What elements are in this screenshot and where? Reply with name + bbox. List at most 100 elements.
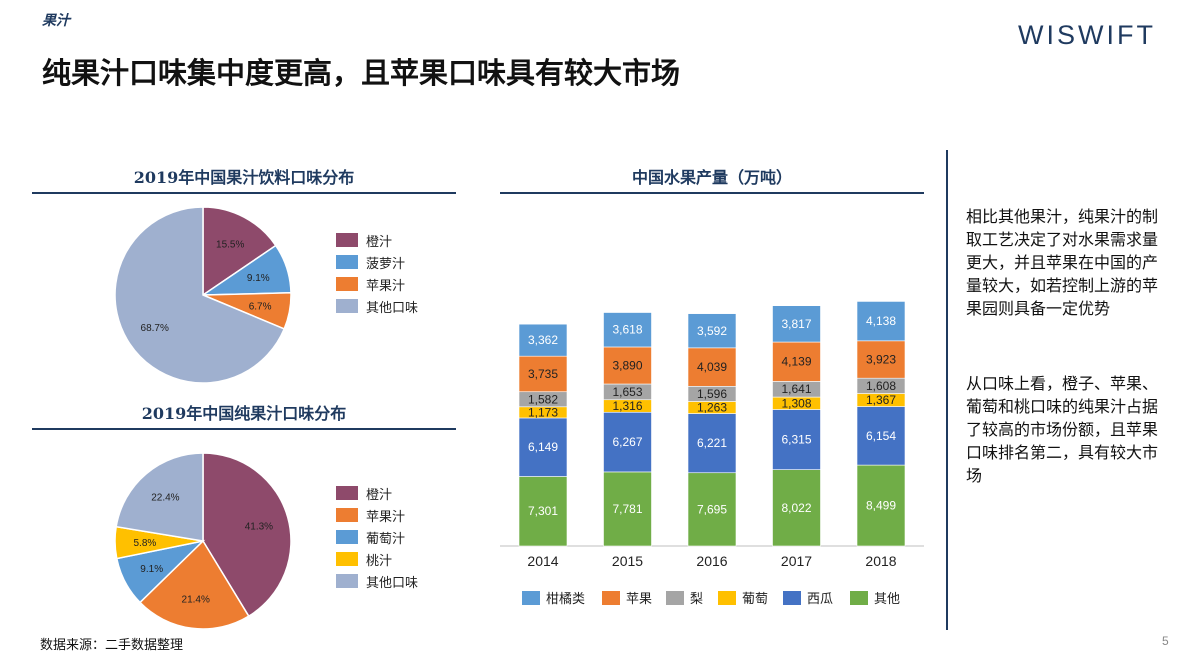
- pie2-title: 2019年中国纯果汁口味分布: [141, 404, 347, 423]
- legend-swatch: [336, 233, 358, 247]
- pie-slice-label: 9.1%: [140, 564, 163, 575]
- pie-slice-label: 9.1%: [247, 273, 270, 284]
- legend-label: 梨: [690, 591, 703, 606]
- legend-swatch: [666, 591, 684, 605]
- bar-value-label: 6,149: [528, 440, 558, 454]
- section-tag: 果汁: [42, 13, 70, 29]
- x-tick-label: 2014: [527, 553, 558, 569]
- legend-label: 柑橘类: [546, 591, 585, 606]
- legend-swatch: [783, 591, 801, 605]
- source-note: 数据来源：二手数据整理: [40, 638, 184, 653]
- bar-segment: [856, 406, 906, 466]
- pie-slice: [114, 206, 286, 384]
- legend-item: 其他口味: [336, 570, 418, 592]
- bar-segment: [518, 323, 568, 357]
- legend-label: 橙汁: [366, 487, 393, 503]
- legend-swatch: [336, 277, 358, 291]
- bar-value-label: 3,817: [781, 317, 811, 331]
- pie1-title: 2019年中国果汁饮料口味分布: [133, 168, 355, 187]
- pie2-title-rule: [32, 428, 456, 430]
- legend-swatch: [336, 486, 358, 500]
- legend-swatch: [336, 552, 358, 566]
- legend-item: 橙汁: [336, 482, 418, 504]
- pie1-legend: 橙汁 菠萝汁 苹果汁 其他口味: [336, 229, 418, 317]
- bar-segment: [856, 301, 906, 342]
- legend-label: 苹果: [626, 591, 652, 606]
- bar-value-label: 7,695: [697, 502, 727, 516]
- legend-label: 葡萄: [742, 591, 768, 606]
- bar-value-label: 4,039: [697, 360, 727, 374]
- bar-segment: [603, 411, 652, 473]
- bar-segment: [603, 471, 652, 547]
- pie-slice-label: 68.7%: [141, 323, 169, 334]
- side-paragraph-1: 相比其他果汁，纯果汁的制取工艺决定了对水果需求量更大，并且苹果在中国的产量较大，…: [966, 207, 1159, 318]
- legend-swatch: [718, 591, 736, 605]
- legend-item: 葡萄汁: [336, 526, 418, 548]
- bar-value-label: 1,173: [528, 405, 558, 419]
- bar-value-label: 3,923: [866, 353, 896, 367]
- bar-value-label: 7,301: [528, 504, 558, 518]
- legend-label: 苹果汁: [366, 278, 406, 294]
- bar-segment: [518, 417, 568, 477]
- legend-label: 西瓜: [807, 591, 833, 606]
- legend-label: 其他口味: [366, 575, 419, 591]
- bar-value-label: 1,608: [866, 379, 896, 393]
- side-paragraph-2: 从口味上看，橙子、苹果、葡萄和桃口味的纯果汁占据了较高的市场份额，且苹果口味排名…: [966, 374, 1159, 485]
- legend-item: 苹果汁: [336, 273, 418, 295]
- bar-segment: [772, 305, 821, 343]
- x-tick-label: 2015: [612, 553, 643, 569]
- pie-slice-label: 21.4%: [182, 595, 210, 606]
- bar-segment: [603, 346, 652, 385]
- legend-swatch: [336, 299, 358, 313]
- bar-title: 中国水果产量（万吨）: [631, 168, 792, 187]
- bar-value-label: 4,138: [866, 314, 896, 328]
- bar-value-label: 6,154: [866, 429, 896, 443]
- bar-value-label: 3,592: [697, 324, 727, 338]
- pie-slice-label: 5.8%: [134, 538, 157, 549]
- legend-swatch: [602, 591, 620, 605]
- pie-slice: [202, 206, 277, 297]
- pie-slice: [202, 452, 292, 618]
- legend-label: 桃汁: [366, 553, 393, 569]
- legend-label: 苹果汁: [366, 509, 406, 525]
- legend-swatch: [850, 591, 868, 605]
- bar-value-label: 6,221: [697, 436, 727, 450]
- bar-value-label: 3,362: [528, 333, 558, 347]
- bar-value-label: 1,641: [781, 382, 811, 396]
- bar-value-label: 6,315: [781, 433, 811, 447]
- legend-item: 其他口味: [336, 295, 418, 317]
- brand-logo: WISWIFT: [1018, 20, 1156, 50]
- bar-value-label: 7,781: [612, 502, 642, 516]
- x-tick-label: 2016: [696, 553, 727, 569]
- pie1-title-rule: [32, 192, 456, 194]
- bar-value-label: 4,139: [781, 355, 811, 369]
- bar-segment: [772, 469, 821, 547]
- legend-item: 橙汁: [336, 229, 418, 251]
- legend-label: 葡萄汁: [366, 531, 406, 547]
- vertical-divider: [946, 150, 948, 630]
- bar-segment: [518, 476, 568, 547]
- bar-value-label: 3,890: [612, 359, 642, 373]
- bar-value-label: 1,263: [697, 401, 727, 415]
- bar-value-label: 3,618: [612, 323, 642, 337]
- legend-swatch: [336, 255, 358, 269]
- pie-slice: [115, 452, 204, 542]
- bar-value-label: 8,022: [781, 501, 811, 515]
- pie2-chart: 41.3% 21.4% 9.1% 5.8% 22.4%: [114, 452, 292, 630]
- x-tick-label: 2017: [781, 553, 812, 569]
- pie-slice-label: 15.5%: [216, 240, 244, 251]
- pie-slice: [138, 539, 250, 630]
- bar-title-rule: [500, 192, 924, 194]
- bar-value-label: 3,735: [528, 367, 558, 381]
- bar-value-label: 1,653: [612, 385, 642, 399]
- legend-swatch: [522, 591, 540, 605]
- x-tick-label: 2018: [865, 553, 896, 569]
- page-title: 纯果汁口味集中度更高，且苹果口味具有较大市场: [42, 56, 681, 90]
- legend-item: 桃汁: [336, 548, 418, 570]
- bar-value-label: 1,308: [781, 396, 811, 410]
- bar-segment: [687, 313, 737, 349]
- bar-segment: [687, 472, 737, 547]
- pie-slice-label: 22.4%: [151, 493, 179, 504]
- bar-value-label: 1,596: [697, 387, 727, 401]
